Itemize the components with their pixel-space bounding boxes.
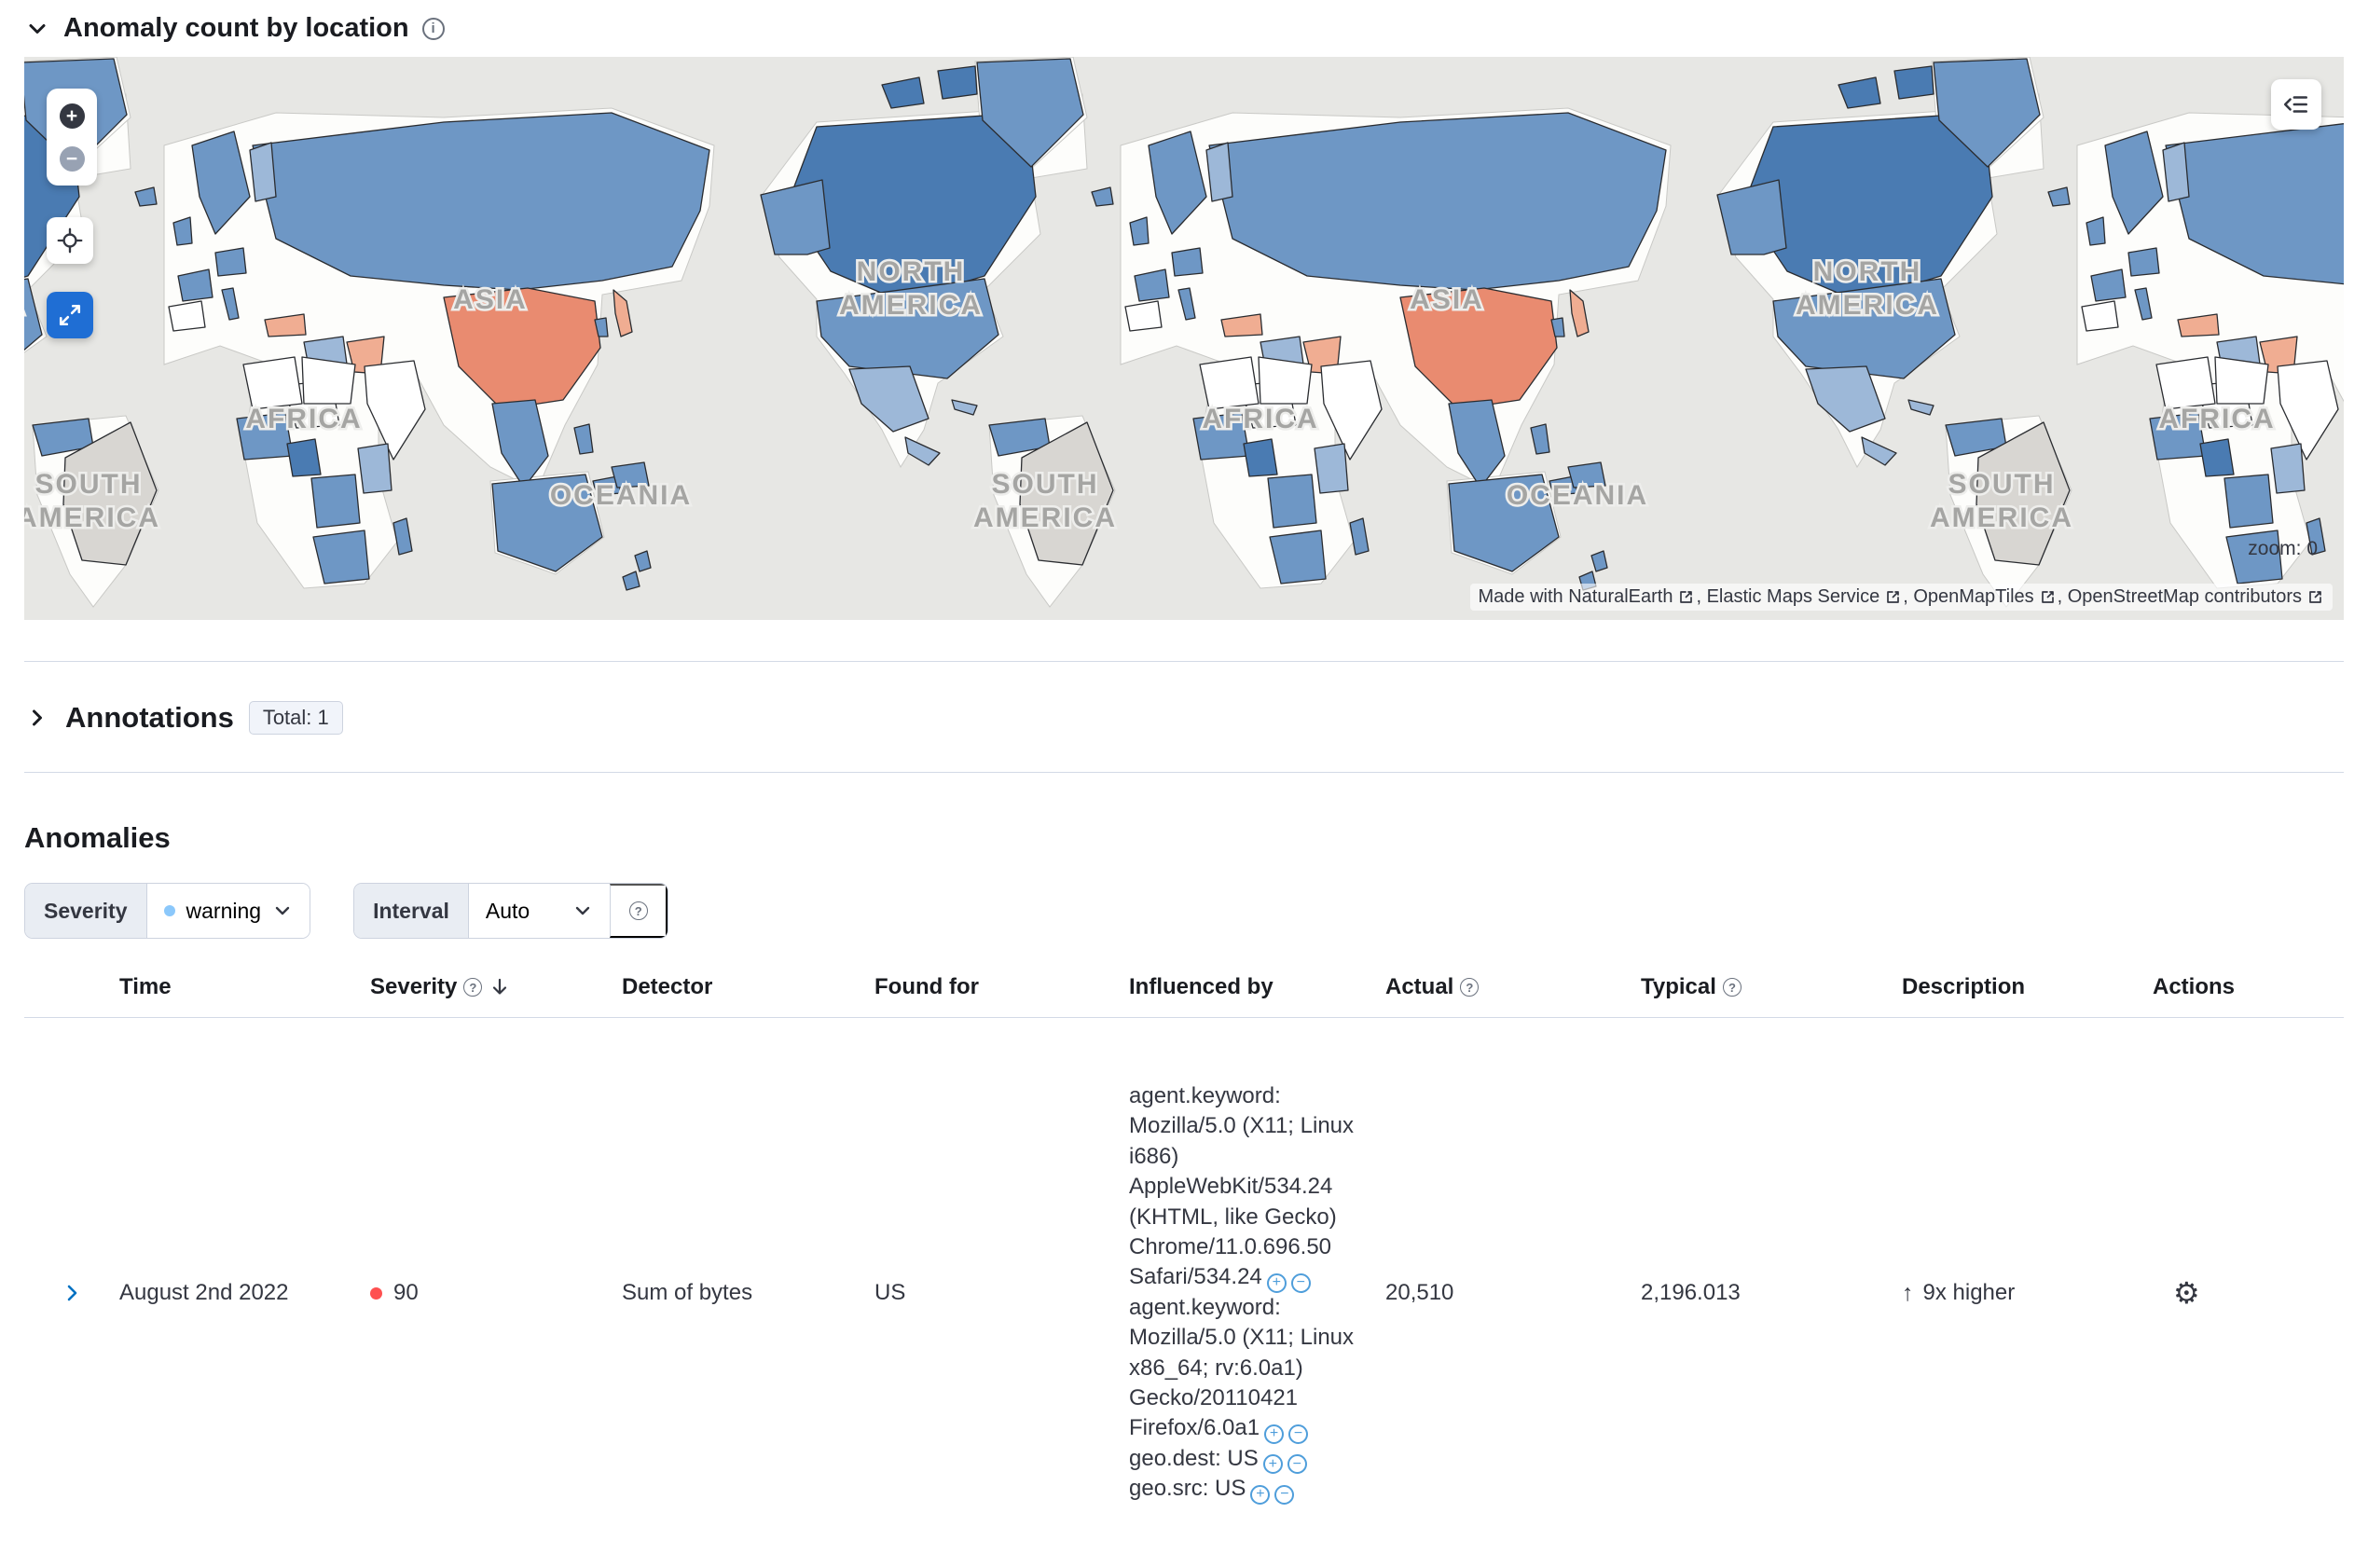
header-expand-column	[24, 974, 108, 1000]
annotations-section-header[interactable]: Annotations Total: 1	[24, 694, 2344, 742]
divider	[24, 661, 2344, 662]
description-text: 9x higher	[1922, 1280, 2016, 1305]
severity-filter-label: Severity	[25, 884, 147, 938]
severity-filter-select[interactable]: warning	[146, 884, 310, 938]
zoom-control: + −	[47, 89, 97, 186]
cell-severity: 90	[359, 1280, 611, 1306]
arrow-up-icon: ↑	[1902, 1279, 1914, 1306]
anomaly-map[interactable]: ASIA NORTHAMERICA AFRICA OCEANIA SOUTHAM…	[24, 57, 2344, 620]
anomalies-title: Anomalies	[24, 821, 171, 854]
header-description: Description	[1902, 974, 2026, 999]
filter-for-value-icon[interactable]: +	[1262, 1454, 1283, 1475]
attribution-link[interactable]: , OpenMapTiles	[1903, 586, 2057, 608]
external-link-icon	[1887, 591, 1900, 603]
interval-filter-value: Auto	[485, 898, 530, 923]
expand-icon	[59, 304, 81, 326]
influencer-item: geo.src: US + −	[1129, 1474, 1356, 1505]
header-time: Time	[119, 974, 172, 999]
anomalies-filters: Severity warning Interval Auto ?	[24, 883, 2344, 939]
header-influenced-by: Influenced by	[1129, 974, 1273, 999]
annotations-title: Annotations	[65, 701, 234, 734]
influencer-item: geo.dest: US + −	[1129, 1444, 1356, 1475]
cell-detector: Sum of bytes	[622, 1280, 753, 1305]
divider	[24, 772, 2344, 773]
chevron-right-icon	[67, 1285, 77, 1301]
cell-actual: 20,510	[1385, 1280, 1454, 1305]
chevron-down-icon[interactable]	[24, 16, 50, 42]
question-icon[interactable]: ?	[463, 978, 483, 997]
cell-found-for: US	[874, 1280, 906, 1305]
legend-collapse-icon	[2283, 96, 2307, 113]
external-link-icon	[2041, 591, 2054, 603]
interval-filter: Interval Auto ?	[353, 883, 669, 939]
header-detector: Detector	[622, 974, 713, 999]
zoom-out-button[interactable]: −	[47, 137, 97, 180]
map-section-title: Anomaly count by location	[63, 13, 409, 43]
crosshair-icon	[57, 227, 83, 254]
interval-help-button[interactable]: ?	[610, 884, 668, 938]
severity-score: 90	[393, 1280, 419, 1305]
info-icon[interactable]: i	[421, 17, 445, 40]
header-severity[interactable]: Severity ?	[359, 974, 611, 1000]
cell-description: ↑ 9x higher	[1891, 1280, 2141, 1307]
influencer-item: agent.keyword: Mozilla/5.0 (X11; Linux i…	[1129, 1081, 1356, 1293]
filter-for-value-icon[interactable]: +	[1264, 1424, 1285, 1444]
table-header-row: Time Severity ? Detector Found for Influ…	[24, 974, 2344, 1018]
severity-filter-value: warning	[186, 898, 262, 923]
annotations-total-badge: Total: 1	[248, 700, 343, 736]
map-attribution: Made with NaturalEarth , Elastic Maps Se…	[1470, 584, 2333, 611]
attribution-link[interactable]: , Elastic Maps Service	[1696, 586, 1903, 608]
cell-time: August 2nd 2022	[119, 1280, 289, 1305]
severity-filter: Severity warning	[24, 883, 311, 939]
external-link-icon	[1680, 591, 1693, 603]
question-icon[interactable]: ?	[1722, 978, 1742, 997]
zoom-indicator: zoom: 0	[2248, 538, 2318, 559]
header-actions: Actions	[2153, 974, 2236, 999]
chevron-down-icon	[576, 906, 590, 915]
filter-out-value-icon[interactable]: −	[1287, 1454, 1307, 1475]
plus-in-circle-icon: +	[59, 103, 85, 129]
cell-influenced-by: agent.keyword: Mozilla/5.0 (X11; Linux i…	[1118, 1081, 1374, 1505]
map-section-header: Anomaly count by location i	[24, 0, 2344, 57]
anomalies-table: Time Severity ? Detector Found for Influ…	[24, 974, 2344, 1568]
expand-row-button[interactable]	[60, 1281, 84, 1305]
chevron-down-icon	[275, 906, 290, 915]
question-icon: ?	[628, 901, 648, 920]
filter-for-value-icon[interactable]: +	[1250, 1484, 1271, 1505]
header-actual: Actual ?	[1374, 974, 1630, 1000]
row-actions-button[interactable]: ⚙	[2153, 1274, 2206, 1312]
warning-severity-dot	[163, 905, 175, 916]
fit-to-data-button[interactable]	[47, 217, 93, 264]
collapse-legend-button[interactable]	[2271, 79, 2321, 130]
filter-out-value-icon[interactable]: −	[1274, 1484, 1295, 1505]
interval-filter-select[interactable]: Auto	[468, 884, 611, 938]
cell-typical: 2,196.013	[1641, 1280, 1741, 1305]
world-map: ASIA NORTHAMERICA AFRICA OCEANIA SOUTHAM…	[24, 57, 2344, 620]
interval-filter-label: Interval	[354, 884, 469, 938]
minus-in-circle-icon: −	[59, 145, 85, 172]
anomaly-table-row: August 2nd 2022 90 Sum of bytes US agent…	[24, 1018, 2344, 1568]
chevron-right-icon[interactable]	[24, 705, 50, 731]
attribution-link[interactable]: Made with NaturalEarth	[1478, 586, 1696, 608]
sort-descending-icon[interactable]	[489, 976, 511, 998]
filter-out-value-icon[interactable]: −	[1288, 1424, 1309, 1444]
filter-out-value-icon[interactable]: −	[1290, 1272, 1311, 1293]
critical-severity-dot	[370, 1286, 382, 1300]
external-link-icon	[2309, 591, 2321, 603]
zoom-in-button[interactable]: +	[47, 94, 97, 137]
question-icon[interactable]: ?	[1460, 978, 1480, 997]
attribution-link[interactable]: , OpenStreetMap contributors	[2058, 586, 2325, 608]
fullscreen-map-button[interactable]	[47, 292, 93, 338]
header-typical: Typical ?	[1630, 974, 1891, 1000]
influencer-item: agent.keyword: Mozilla/5.0 (X11; Linux x…	[1129, 1293, 1356, 1444]
filter-for-value-icon[interactable]: +	[1266, 1272, 1287, 1293]
gear-icon: ⚙	[2173, 1276, 2200, 1310]
header-found-for: Found for	[874, 974, 979, 999]
